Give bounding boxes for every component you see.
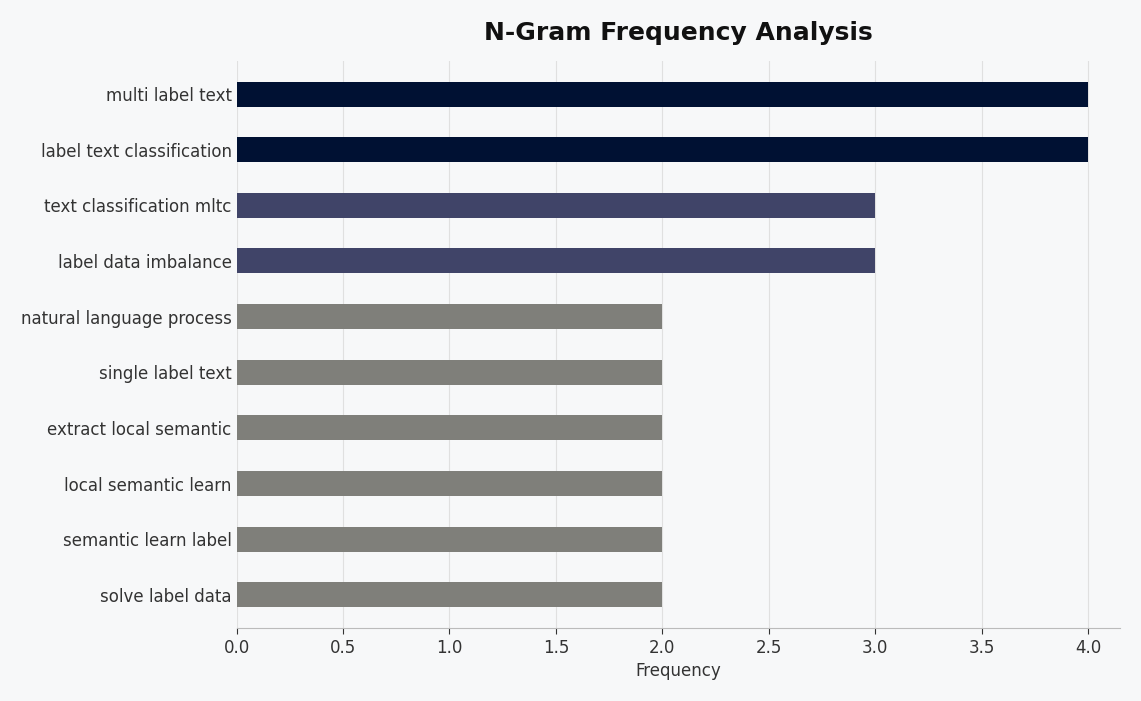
Bar [236,304,663,329]
Bar [236,193,875,218]
Bar [236,471,663,496]
Bar [236,416,663,440]
Bar [236,360,663,385]
Bar [236,583,663,607]
X-axis label: Frequency: Frequency [636,662,721,680]
Bar [236,526,663,552]
Title: N-Gram Frequency Analysis: N-Gram Frequency Analysis [484,21,873,45]
Bar [236,137,1089,162]
Bar [236,81,1089,107]
Bar [236,248,875,273]
